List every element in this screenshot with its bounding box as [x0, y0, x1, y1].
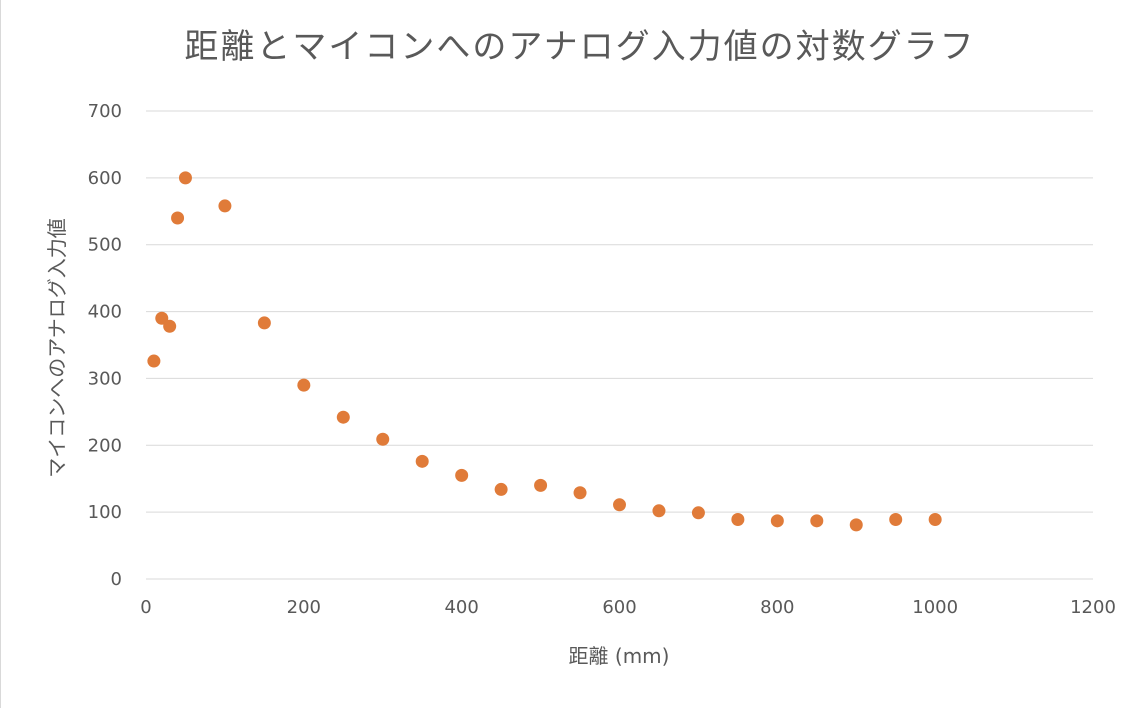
x-tick-label: 1200 [1070, 597, 1116, 618]
data-point [376, 432, 390, 446]
data-points [147, 171, 942, 532]
x-tick-label: 600 [602, 597, 636, 618]
y-tick-label: 0 [111, 569, 122, 590]
data-point [573, 486, 587, 500]
data-point [415, 454, 429, 468]
chart-title: 距離とマイコンへのアナログ入力値の対数グラフ [184, 27, 975, 67]
data-point [652, 504, 666, 518]
x-tick-label: 200 [287, 597, 321, 618]
data-point [810, 514, 824, 528]
y-tick-label: 300 [88, 368, 122, 389]
data-point [455, 468, 469, 482]
data-point [691, 506, 705, 520]
y-tick-label: 600 [88, 168, 122, 189]
y-axis-title: マイコンへのアナログ入力値 [45, 218, 69, 478]
data-point [297, 378, 311, 392]
y-axis-ticks: 0 100 200 300 400 500 600 700 [88, 101, 122, 590]
data-point [336, 410, 350, 424]
x-axis-title: 距離 (mm) [569, 644, 670, 668]
y-tick-label: 200 [88, 435, 122, 456]
x-tick-label: 0 [140, 597, 151, 618]
x-tick-label: 1000 [912, 597, 958, 618]
data-point [218, 199, 232, 213]
data-point [494, 482, 508, 496]
x-axis-ticks: 0 200 400 600 800 1000 1200 [140, 597, 1116, 618]
data-point [534, 478, 548, 492]
data-point [178, 171, 192, 185]
gridlines [146, 110, 1093, 580]
data-point [171, 211, 185, 225]
data-point [849, 518, 863, 532]
data-point [155, 311, 169, 325]
data-point [163, 319, 177, 333]
y-tick-label: 100 [88, 502, 122, 523]
y-tick-label: 700 [88, 101, 122, 122]
y-tick-label: 500 [88, 235, 122, 256]
data-point [147, 354, 161, 368]
x-tick-label: 800 [760, 597, 794, 618]
data-point [770, 514, 784, 528]
data-point [928, 512, 942, 526]
x-tick-label: 400 [444, 597, 478, 618]
data-point [257, 316, 271, 330]
data-point [731, 512, 745, 526]
y-tick-label: 400 [88, 302, 122, 323]
data-point [613, 498, 626, 512]
data-point [889, 512, 903, 526]
